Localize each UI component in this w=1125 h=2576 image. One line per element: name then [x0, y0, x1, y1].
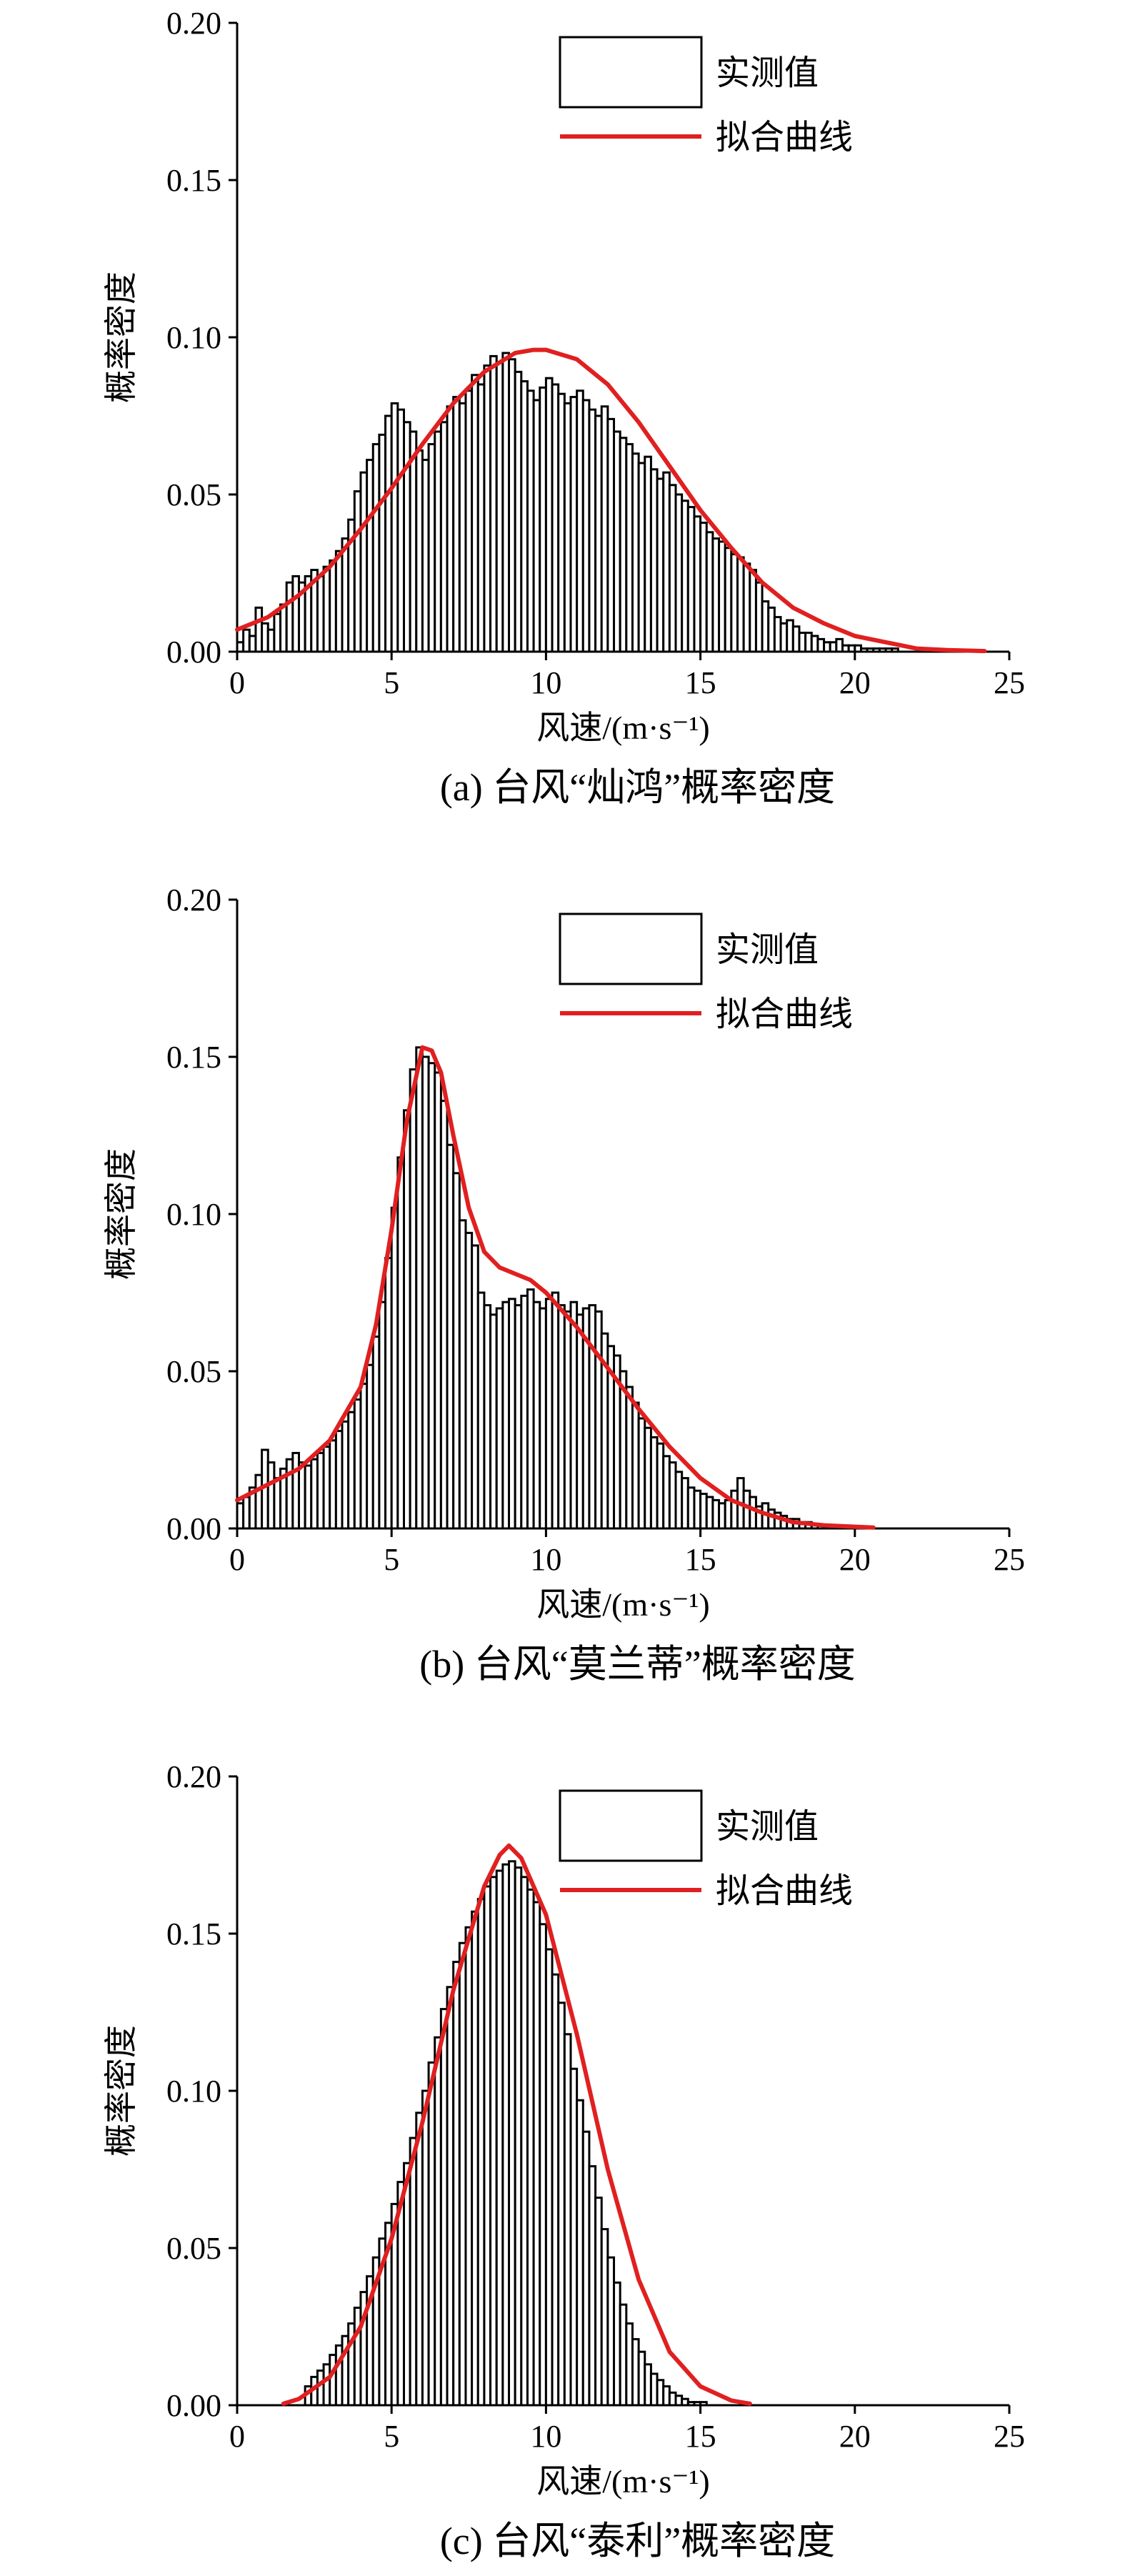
y-tick-label: 0.20	[166, 6, 221, 41]
y-tick-label: 0.15	[166, 1916, 221, 1951]
fit-curve-line	[281, 1843, 752, 2406]
y-tick-label: 0.00	[166, 635, 221, 670]
legend-label-fit: 拟合曲线	[716, 995, 853, 1033]
chart-panel-a: 0.00 0.05 0.10 0.15 0.20 0 5 10 15 20 25 风速/(m·s⁻¹)…	[103, 6, 1025, 809]
x-tick-label: 5	[384, 2419, 399, 2454]
y-axis-label: 概率密度	[103, 1148, 139, 1280]
y-tick-label: 0.20	[166, 1759, 221, 1794]
y-tick-label: 0.10	[166, 2074, 221, 2109]
x-tick-label: 10	[530, 665, 561, 700]
x-tick-label: 20	[839, 1542, 871, 1577]
x-tick-label: 5	[384, 665, 399, 700]
y-axis-label: 概率密度	[103, 2025, 139, 2157]
y-tick-label: 0.00	[166, 2388, 221, 2423]
y-tick-label: 0.10	[166, 1197, 221, 1232]
y-tick-label: 0.05	[166, 1354, 221, 1389]
legend-swatch-measured	[559, 912, 703, 985]
y-tick-label: 0.15	[166, 163, 221, 198]
x-tick-label: 25	[994, 1542, 1025, 1577]
legend-label-measured: 实测值	[716, 1808, 819, 1846]
x-tick-label: 10	[530, 1542, 561, 1577]
x-tick-label: 0	[229, 2419, 245, 2454]
x-tick-label: 15	[685, 2419, 716, 2454]
x-tick-label: 15	[685, 1542, 716, 1577]
x-axis-label: 风速/(m·s⁻¹)	[536, 1586, 710, 1623]
legend-label-fit: 拟合曲线	[716, 1872, 853, 1910]
y-tick-label: 0.00	[166, 1511, 221, 1546]
histogram-bars	[236, 1046, 826, 1530]
fit-curve-line	[235, 1045, 876, 1530]
x-axis-label: 风速/(m·s⁻¹)	[536, 710, 710, 746]
y-tick-label: 0.05	[166, 2231, 221, 2266]
y-tick-label: 0.15	[166, 1040, 221, 1075]
x-axis-label: 风速/(m·s⁻¹)	[536, 2463, 710, 2500]
panel-caption: (c) 台风“泰利”概率密度	[440, 2520, 835, 2562]
y-tick-label: 0.20	[166, 882, 221, 917]
chart-panel-b: 0.00 0.05 0.10 0.15 0.20 0 5 10 15 20 25 风速/(m·s⁻¹)…	[103, 882, 1025, 1686]
x-tick-label: 10	[530, 2419, 561, 2454]
x-tick-label: 20	[839, 2419, 871, 2454]
x-tick-label: 15	[685, 665, 716, 700]
histogram-bars	[236, 352, 899, 653]
x-tick-label: 25	[994, 665, 1025, 700]
panel-caption: (a) 台风“灿鸿”概率密度	[440, 766, 835, 809]
legend-swatch-measured	[559, 1789, 703, 1862]
legend-label-measured: 实测值	[716, 931, 819, 969]
legend-swatch-measured	[559, 36, 703, 109]
y-tick-label: 0.10	[166, 320, 221, 355]
y-tick-label: 0.05	[166, 477, 221, 512]
panel-caption: (b) 台风“莫兰蒂”概率密度	[419, 1643, 855, 1686]
legend-label-fit: 拟合曲线	[716, 119, 853, 156]
x-tick-label: 20	[839, 665, 871, 700]
x-tick-label: 0	[229, 665, 245, 700]
x-tick-label: 5	[384, 1542, 399, 1577]
legend-label-measured: 实测值	[716, 54, 819, 92]
fit-curve-line	[235, 347, 987, 654]
histogram-bars	[304, 1860, 708, 2407]
x-tick-label: 0	[229, 1542, 245, 1577]
y-axis-label: 概率密度	[103, 272, 139, 403]
x-tick-label: 25	[994, 2419, 1025, 2454]
chart-panel-c: 0.00 0.05 0.10 0.15 0.20 0 5 10 15 20 25 风速/(m·s⁻¹)…	[103, 1759, 1025, 2562]
